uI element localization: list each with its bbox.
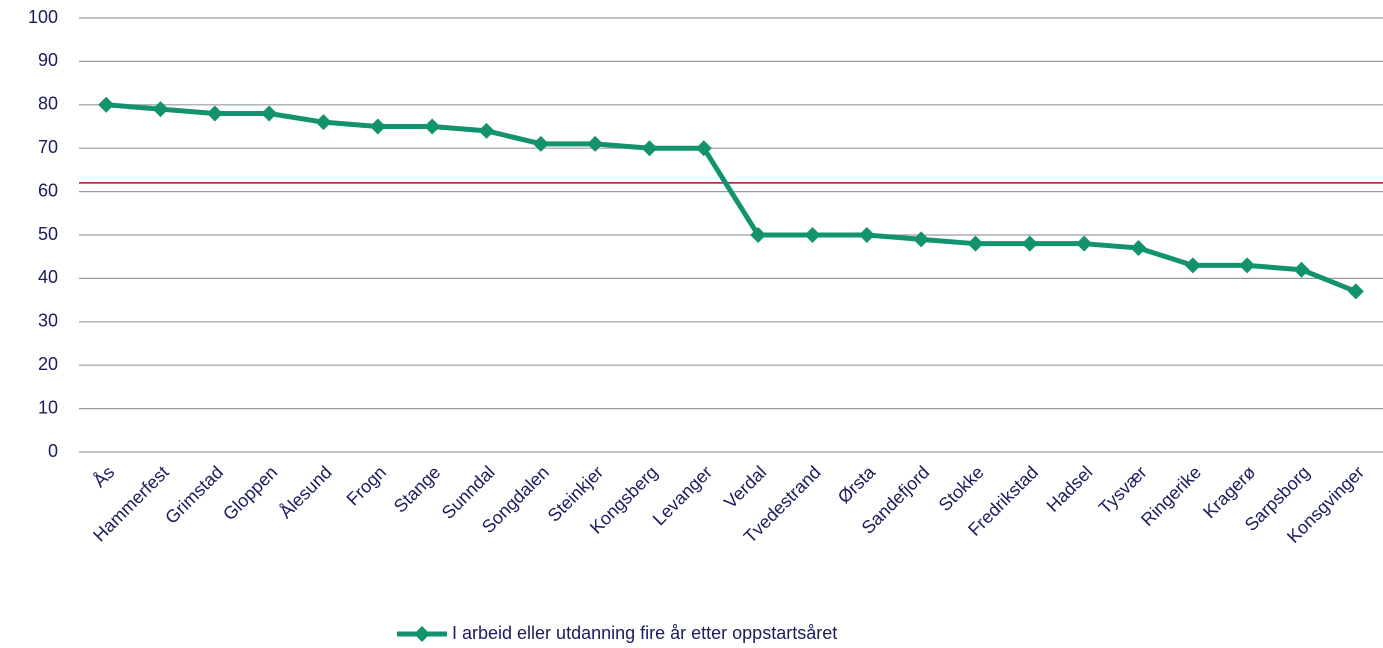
y-tick-label: 90 xyxy=(38,50,58,70)
marker xyxy=(913,231,930,248)
marker xyxy=(1130,240,1147,257)
legend-marker xyxy=(414,626,430,642)
legend-label: I arbeid eller utdanning fire år etter o… xyxy=(452,623,837,643)
marker xyxy=(478,122,495,139)
y-tick-label: 10 xyxy=(38,397,58,417)
y-tick-label: 100 xyxy=(28,7,58,27)
y-tick-label: 50 xyxy=(38,224,58,244)
marker xyxy=(1076,235,1093,252)
y-tick-label: 80 xyxy=(38,94,58,114)
x-tick-label: Stange xyxy=(390,462,444,516)
x-tick-label: Ås xyxy=(89,462,118,491)
marker xyxy=(1347,283,1364,300)
marker xyxy=(424,118,441,135)
y-tick-label: 30 xyxy=(38,311,58,331)
line xyxy=(105,102,1357,294)
x-tick-label: Ålesund xyxy=(276,462,336,522)
marker xyxy=(1293,261,1310,278)
x-tick-label: Verdal xyxy=(720,462,770,512)
x-tick-label: Ørsta xyxy=(834,461,880,507)
marker xyxy=(261,105,278,122)
y-tick-label: 40 xyxy=(38,267,58,287)
marker xyxy=(858,227,875,243)
x-tick-label: Hadsel xyxy=(1043,462,1097,516)
marker xyxy=(750,227,767,243)
x-tick-label: Frogn xyxy=(343,462,390,509)
x-tick-label: Grimstad xyxy=(161,462,227,528)
y-tick-label: 0 xyxy=(48,441,58,461)
y-tick-label: 60 xyxy=(38,180,58,200)
marker xyxy=(152,101,169,118)
marker xyxy=(98,96,115,113)
marker xyxy=(641,140,658,157)
marker xyxy=(967,235,984,252)
marker xyxy=(315,114,332,131)
x-tick-label: Stokke xyxy=(935,462,988,515)
marker xyxy=(1239,257,1256,274)
x-tick-label: Ringerike xyxy=(1137,462,1205,530)
x-tick-label: Levanger xyxy=(649,462,716,529)
marker xyxy=(1184,257,1201,274)
marker xyxy=(804,227,821,243)
marker xyxy=(206,105,223,122)
marker xyxy=(1021,235,1038,252)
marker xyxy=(695,140,712,157)
x-tick-label: Gloppen xyxy=(219,462,281,524)
y-tick-label: 20 xyxy=(38,354,58,374)
y-tick-label: 70 xyxy=(38,137,58,157)
marker xyxy=(369,118,386,135)
marker xyxy=(587,135,604,152)
marker xyxy=(532,135,549,152)
